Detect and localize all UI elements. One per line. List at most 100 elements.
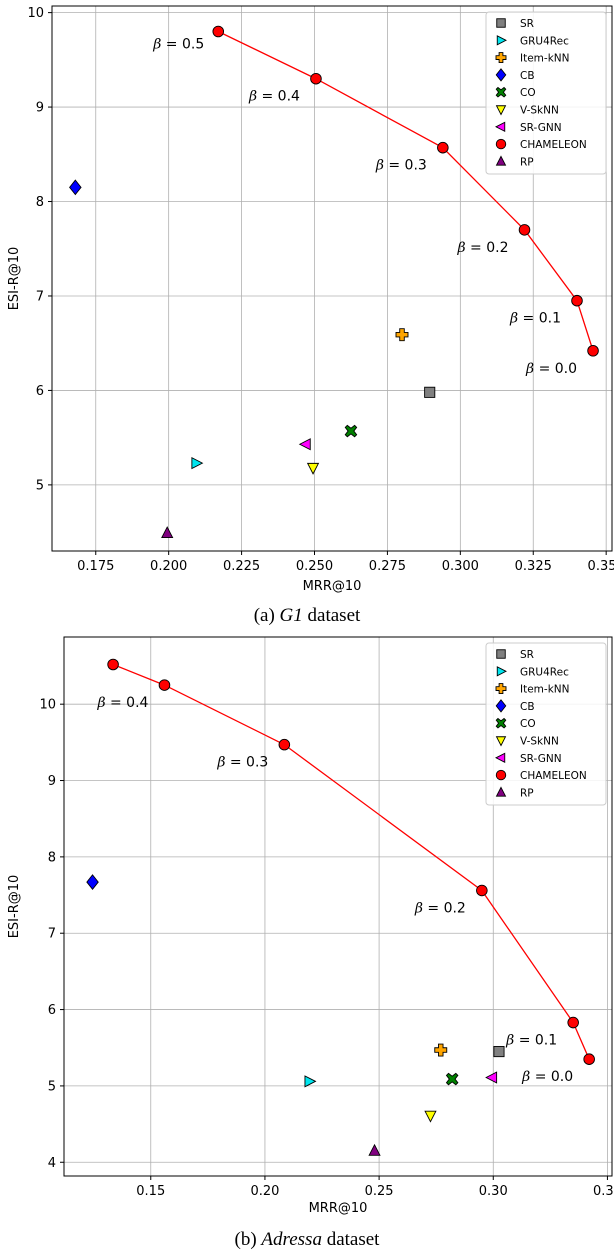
legend-box (485, 11, 607, 175)
beta-value: = 0.3 (384, 158, 427, 174)
beta-label: β = 0.4 (96, 695, 148, 711)
point-chameleon (567, 1016, 579, 1029)
x-axis-label: MRR@10 (303, 579, 362, 594)
legend-marker-item-knn (495, 683, 507, 695)
x-tick-label: 0.225 (223, 559, 260, 574)
beta-value: = 0.4 (257, 89, 300, 105)
point-sr (493, 1046, 505, 1058)
legend-label: RP (520, 787, 534, 799)
legend-marker-cb (495, 699, 507, 713)
y-tick-label: 5 (48, 1079, 56, 1094)
beta-symbol: β (525, 361, 534, 377)
legend-marker-sr-gnn (495, 121, 506, 133)
beta-label: β = 0.1 (509, 311, 561, 327)
caption-dataset-name: Adressa (259, 1229, 322, 1250)
point-gru4rec (304, 1075, 317, 1088)
point-chameleon (476, 884, 488, 897)
beta-label: β = 0.0 (525, 361, 577, 377)
beta-label: β = 0.3 (216, 755, 268, 771)
x-tick-label: 0.30 (479, 1184, 508, 1199)
point-chameleon (571, 294, 583, 307)
x-tick-label: 0.25 (365, 1184, 394, 1199)
legend-label: SR-GNN (520, 753, 562, 765)
legend-label: V-SkNN (520, 736, 559, 748)
point-chameleon (107, 658, 119, 671)
panel-caption: (b) Adressa dataset (235, 1229, 381, 1250)
point-sr (424, 386, 436, 398)
point-chameleon (212, 25, 225, 38)
legend-label: CO (520, 87, 536, 99)
beta-symbol: β (521, 1069, 530, 1085)
legend-label: CHAMELEON (520, 770, 587, 782)
x-tick-label: 0.20 (250, 1184, 279, 1199)
point-sr-gnn (298, 438, 311, 451)
legend-label: CHAMELEON (520, 139, 587, 151)
point-chameleon (583, 1053, 595, 1065)
chameleon-line (217, 30, 594, 351)
beta-symbol: β (152, 37, 161, 53)
beta-symbol: β (505, 1033, 514, 1049)
caption-dataset-name: G1 (280, 605, 303, 626)
legend-marker-rp (495, 786, 507, 797)
chameleon-line (112, 663, 590, 1060)
beta-value: = 0.1 (514, 1033, 557, 1049)
legend-label: SR (520, 649, 534, 661)
x-tick-label: 0.35 (593, 1184, 614, 1199)
legend-label: CB (520, 701, 535, 713)
y-tick-label: 8 (36, 195, 44, 210)
y-tick-label: 10 (39, 698, 56, 713)
chart-panel-a: 0.175 0.200 0.225 0.250 0.275 0.300 0.325 0.350… (7, 5, 614, 626)
legend-label: GRU4Rec (520, 35, 569, 47)
point-co (445, 1072, 459, 1086)
beta-symbol: β (248, 89, 257, 105)
x-tick-label: 0.275 (369, 559, 406, 574)
plot-frame (63, 636, 613, 1177)
plot-frame (51, 5, 613, 552)
legend-marker-co (495, 717, 507, 729)
legend-label: GRU4Rec (520, 666, 569, 678)
x-tick-label: 0.15 (136, 1184, 165, 1199)
beta-symbol: β (457, 240, 466, 256)
beta-label: β = 0.0 (521, 1069, 573, 1085)
legend-marker-gru4rec (496, 35, 507, 46)
beta-value: = 0.4 (106, 695, 149, 711)
legend-marker-item-knn (495, 52, 507, 64)
legend-marker-co (495, 86, 507, 98)
caption-prefix: (a) (254, 605, 280, 626)
beta-value: = 0.5 (161, 37, 204, 53)
point-cb (86, 874, 99, 890)
legend-label: Item-kNN (520, 684, 569, 696)
beta-value: = 0.3 (225, 755, 268, 771)
point-chameleon (518, 224, 531, 236)
x-tick-label: 0.300 (442, 559, 479, 574)
point-chameleon (310, 72, 322, 85)
chart-panel-b: 0.15 0.20 0.25 0.30 0.35 4 5 6 7 8 9 10 MRR@10 ESI-R@… (7, 636, 614, 1250)
x-axis-label: MRR@10 (309, 1201, 368, 1216)
y-tick-label: 7 (36, 289, 44, 304)
caption-suffix: dataset (322, 1229, 380, 1250)
y-tick-label: 9 (36, 101, 44, 116)
beta-symbol: β (96, 695, 105, 711)
beta-label: β = 0.2 (457, 240, 509, 256)
legend-marker-sr (496, 18, 506, 28)
y-tick-label: 9 (48, 774, 56, 789)
legend-marker-chameleon (495, 138, 507, 150)
legend-label: SR (520, 18, 534, 30)
beta-value: = 0.1 (518, 311, 561, 327)
beta-label: β = 0.1 (505, 1033, 557, 1049)
y-tick-label: 6 (48, 1003, 56, 1018)
legend-label: CO (520, 718, 536, 730)
point-chameleon (437, 141, 449, 154)
legend-marker-v-sknn (495, 105, 507, 116)
beta-symbol: β (375, 158, 384, 174)
beta-label: β = 0.3 (375, 158, 427, 174)
y-tick-label: 4 (48, 1156, 56, 1171)
y-tick-label: 10 (27, 6, 44, 21)
legend-box (485, 642, 607, 806)
y-axis-label: ESI-R@10 (7, 875, 22, 939)
beta-value: = 0.2 (466, 240, 509, 256)
legend-label: Item-kNN (520, 53, 569, 65)
legend-marker-sr-gnn (495, 752, 506, 764)
point-rp (161, 526, 174, 539)
